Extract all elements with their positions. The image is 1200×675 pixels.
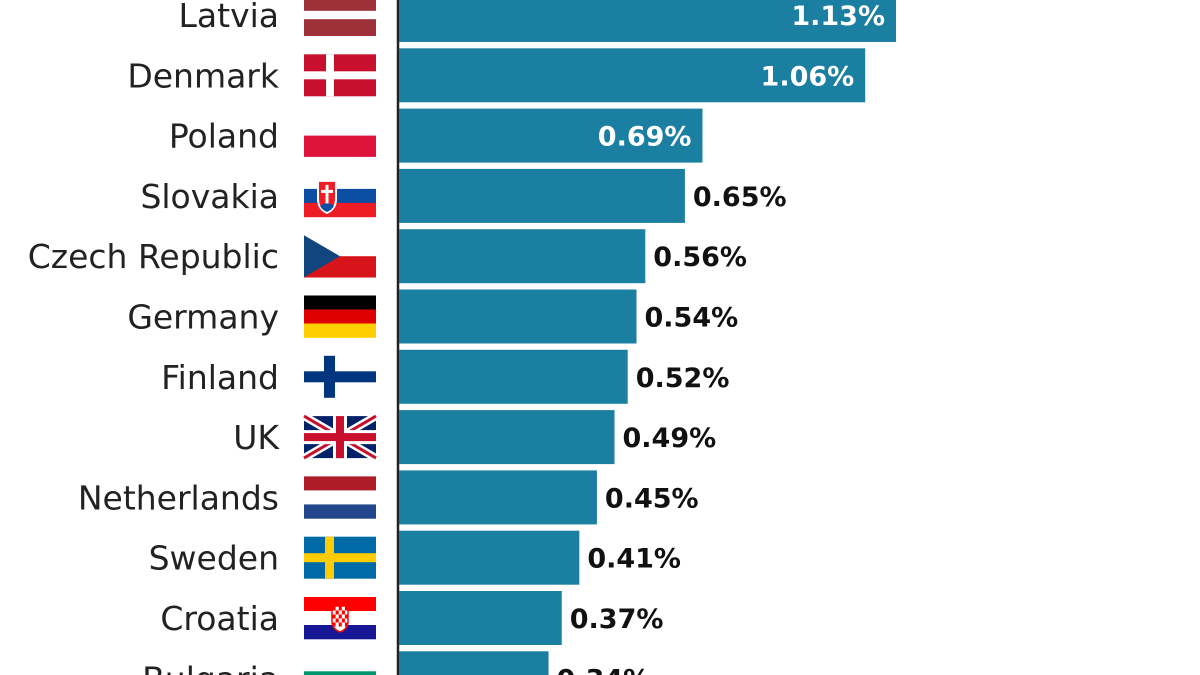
value-label: 0.65%: [693, 182, 787, 213]
denmark-flag-icon: [304, 54, 376, 97]
poland-flag-icon: [304, 114, 376, 157]
category-label: Finland: [161, 358, 279, 397]
value-label: 0.52%: [636, 363, 730, 394]
bar-finland: [399, 349, 628, 404]
bar-sweden: [399, 530, 580, 585]
bar-germany: [399, 289, 637, 344]
category-label: Slovakia: [140, 177, 279, 216]
category-label: Poland: [169, 117, 279, 156]
value-label: 0.34%: [557, 664, 651, 675]
bar-croatia: [399, 591, 562, 645]
bar-uk: [399, 410, 615, 465]
sweden-flag-icon: [304, 536, 376, 579]
category-label: Netherlands: [78, 478, 279, 517]
bar-latvia: [399, 0, 896, 42]
category-label: Latvia: [179, 0, 279, 35]
bar-poland: [399, 108, 703, 163]
category-label: Croatia: [160, 599, 279, 638]
value-label: 1.13%: [791, 1, 885, 32]
category-label: Germany: [127, 298, 279, 337]
category-label: Sweden: [149, 539, 279, 578]
germany-flag-icon: [304, 295, 376, 338]
bar-czech-republic: [399, 229, 646, 284]
slovakia-flag-icon: [304, 174, 376, 218]
finland-flag-icon: [304, 355, 376, 398]
value-label: 0.56%: [653, 242, 747, 273]
value-label: 0.54%: [645, 303, 739, 334]
category-label: UK: [233, 418, 280, 457]
bar-bulgaria: [399, 651, 549, 675]
bar-netherlands: [399, 470, 597, 525]
bar-denmark: [399, 48, 866, 103]
value-label: 0.41%: [587, 544, 681, 575]
value-label: 0.45%: [605, 483, 699, 514]
croatia-flag-icon: [304, 597, 376, 640]
value-label: 0.37%: [570, 604, 664, 635]
category-label: Czech Republic: [28, 237, 279, 276]
category-label: Bulgaria: [142, 659, 279, 675]
latvia-flag-icon: [304, 0, 376, 36]
bulgaria-flag-icon: [304, 657, 376, 675]
netherlands-flag-icon: [304, 476, 376, 519]
czech-republic-flag-icon: [304, 235, 376, 278]
uk-flag-icon: [301, 412, 379, 462]
bar-slovakia: [399, 168, 685, 223]
value-label: 0.69%: [598, 122, 692, 153]
value-label: 1.06%: [761, 61, 855, 92]
category-label: Denmark: [127, 56, 280, 95]
value-label: 0.49%: [623, 423, 717, 454]
